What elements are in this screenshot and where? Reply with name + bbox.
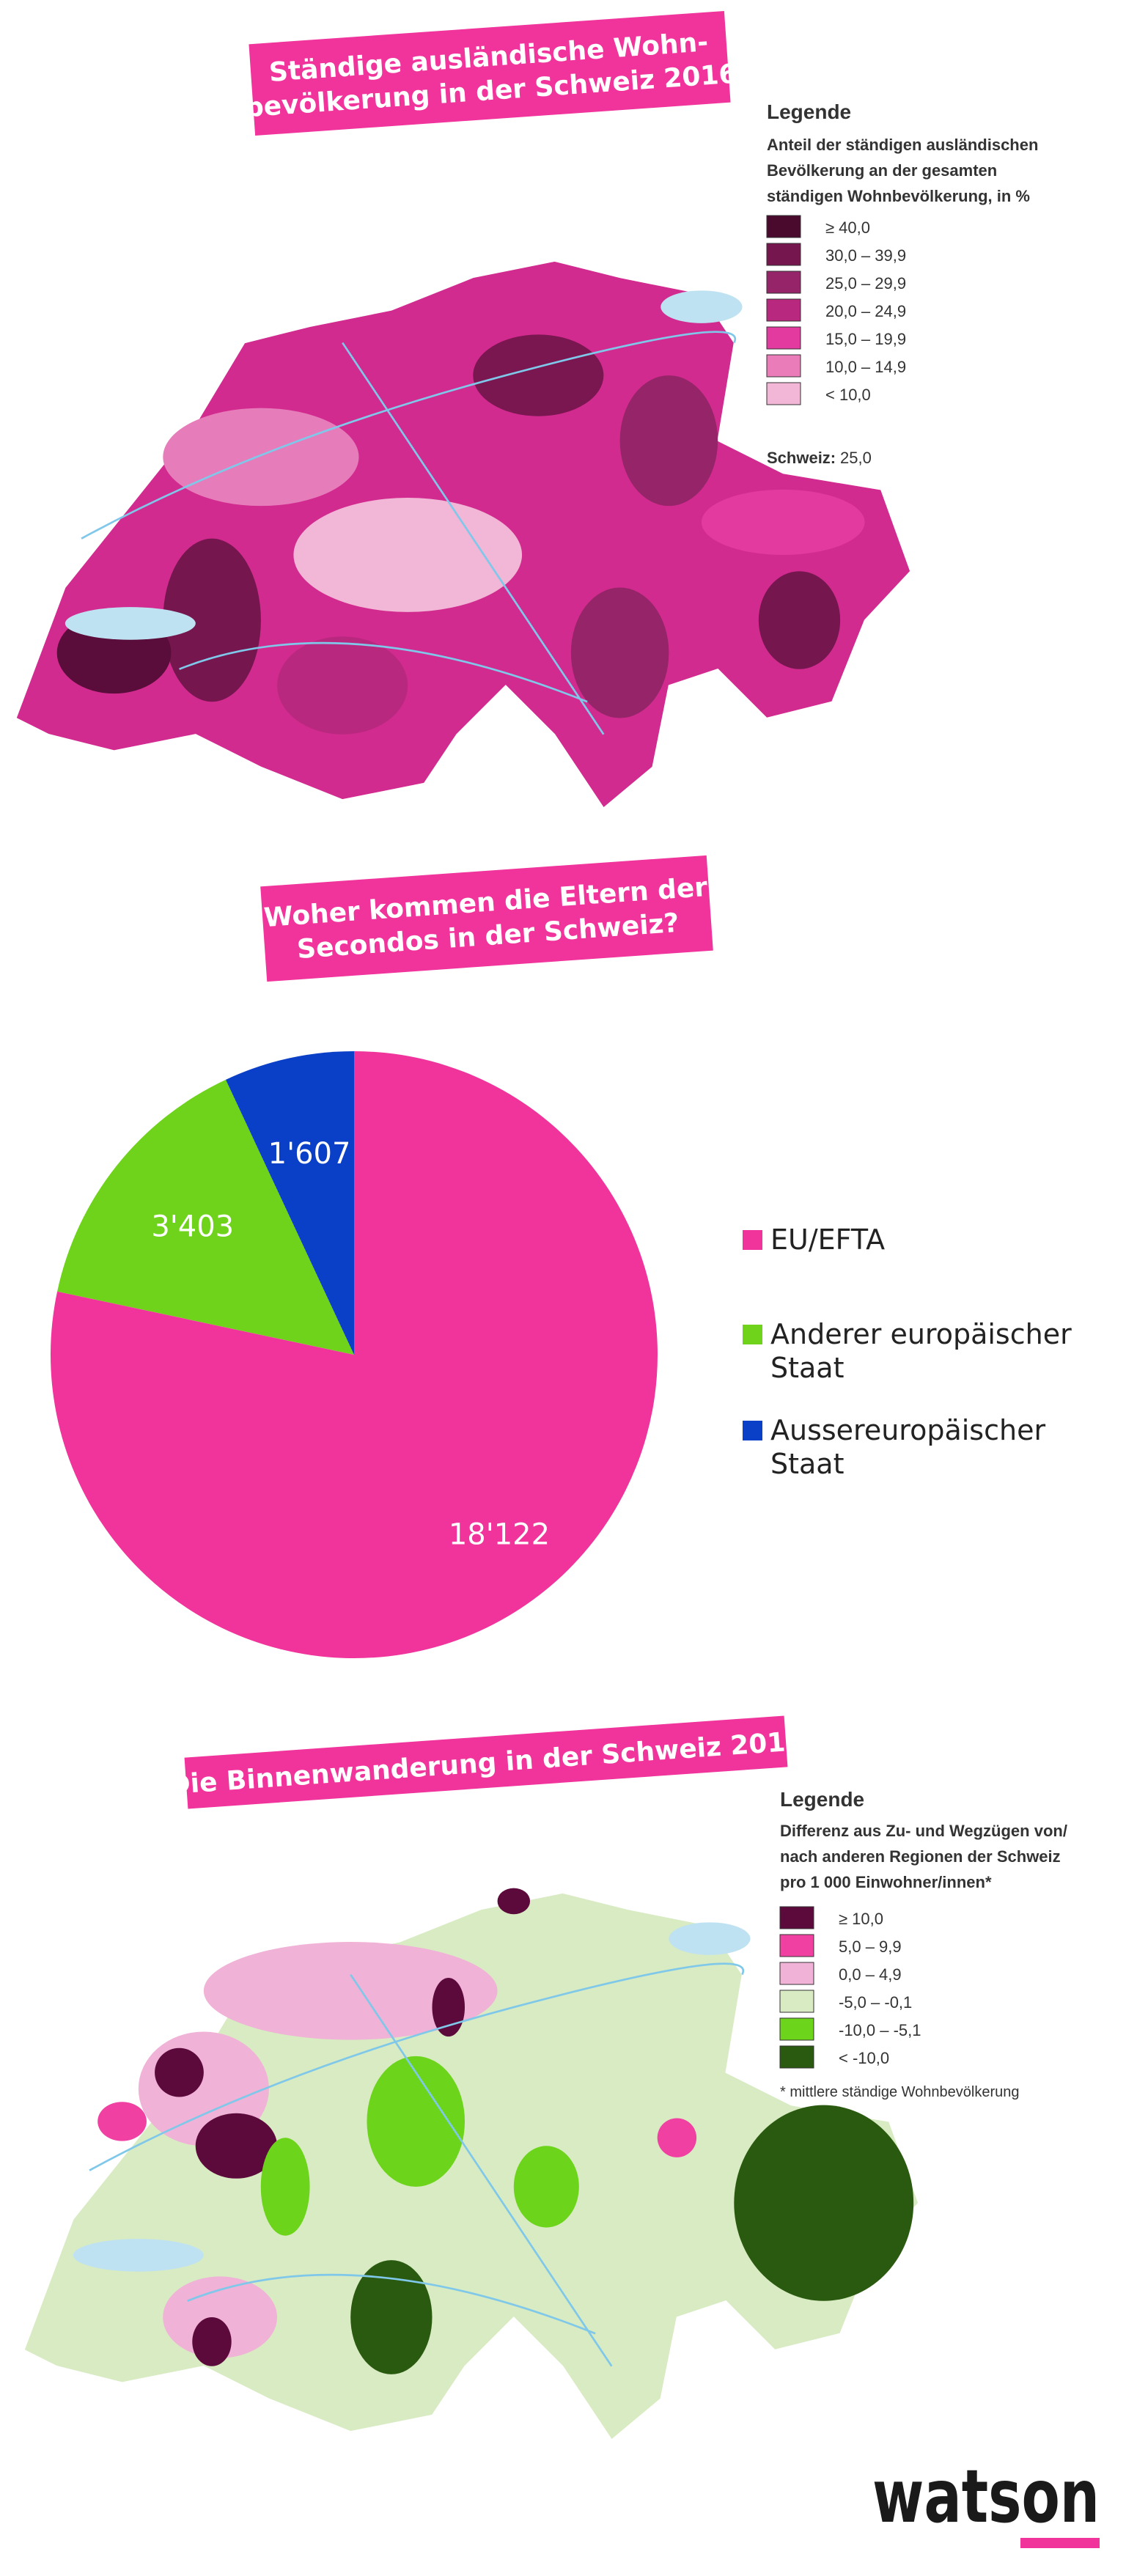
legend-label: < -10,0 [839, 2049, 889, 2067]
legend-swatch [743, 1230, 762, 1250]
legend-label: Anderer europäischer Staat [770, 1318, 1072, 1384]
legend-label: < 10,0 [825, 386, 871, 404]
legend-label: ≥ 10,0 [839, 1910, 883, 1928]
legend-description: Differenz aus Zu- und Wegzügen von/ [780, 1822, 1067, 1840]
map-internal-migration [23, 1888, 919, 2441]
legend-description: pro 1 000 Einwohner/innen* [780, 1873, 992, 1891]
legend-swatch [779, 1962, 814, 1985]
legend-heading: Legende [767, 100, 851, 123]
legend-label: -5,0 – -0,1 [839, 1993, 912, 2012]
banner-background [184, 1715, 788, 1809]
pie-slice [57, 1079, 354, 1355]
legend-description: nach anderen Regionen der Schweiz [780, 1847, 1061, 1866]
legend-item: Aussereuropäischer Staat [743, 1413, 1094, 1481]
title-banner: Ständige ausländische Wohn-bevölkerung i… [244, 10, 738, 136]
legend-label: 5,0 – 9,9 [839, 1937, 902, 1956]
legend-item: Anderer europäischer Staat [743, 1317, 1094, 1385]
slice-label: 1'607 [268, 1137, 351, 1171]
legend-label: Aussereuropäischer Staat [770, 1414, 1046, 1480]
logo: watson [872, 2454, 1100, 2539]
legend-label: 15,0 – 19,9 [825, 330, 906, 348]
legend-label: ≥ 40,0 [825, 218, 870, 237]
banner-background [260, 855, 713, 982]
legend-swatch [766, 271, 801, 294]
map-foreign-population [15, 260, 911, 809]
legend-label: 25,0 – 29,9 [825, 274, 906, 292]
legend-note: * mittlere ständige Wohnbevölkerung [780, 2084, 1019, 2100]
legend-swatch [779, 1934, 814, 1957]
banner-background [249, 10, 731, 136]
legend-label: 20,0 – 24,9 [825, 302, 906, 320]
legend-description: ständigen Wohnbevölkerung, in % [767, 187, 1030, 205]
legend-swatch [766, 354, 801, 378]
slice-label: 3'403 [151, 1210, 234, 1244]
legend-swatch [779, 2017, 814, 2041]
legend-swatch [766, 298, 801, 322]
legend-label: -10,0 – -5,1 [839, 2021, 921, 2039]
legend-heading: Legende [780, 1788, 864, 1811]
title-banner: Die Binnenwanderung in der Schweiz 2016 [167, 1715, 805, 1809]
legend-swatch [766, 326, 801, 350]
legend-swatch [743, 1325, 762, 1344]
legend-label: 30,0 – 39,9 [825, 246, 906, 265]
legend-description: Bevölkerung an der gesamten [767, 161, 997, 180]
legend-swatch [779, 2045, 814, 2069]
legend-swatch [766, 382, 801, 405]
legend-note-value: 25,0 [840, 449, 872, 467]
legend-swatch [766, 215, 801, 238]
legend-item: EU/EFTA [743, 1223, 1094, 1256]
logo-underline [1020, 2538, 1100, 2548]
legend-swatch [743, 1421, 762, 1440]
legend-swatch [766, 243, 801, 266]
legend-label: EU/EFTA [770, 1223, 886, 1256]
legend-label: 10,0 – 14,9 [825, 358, 906, 376]
legend-swatch [779, 1990, 814, 2013]
legend-note-label: Schweiz: [767, 449, 836, 467]
slice-label: 18'122 [449, 1518, 550, 1552]
legend-swatch [779, 1906, 814, 1929]
legend-label: 0,0 – 4,9 [839, 1965, 902, 1984]
legend-description: Anteil der ständigen ausländischen [767, 136, 1038, 154]
pie-slice [225, 1051, 354, 1355]
